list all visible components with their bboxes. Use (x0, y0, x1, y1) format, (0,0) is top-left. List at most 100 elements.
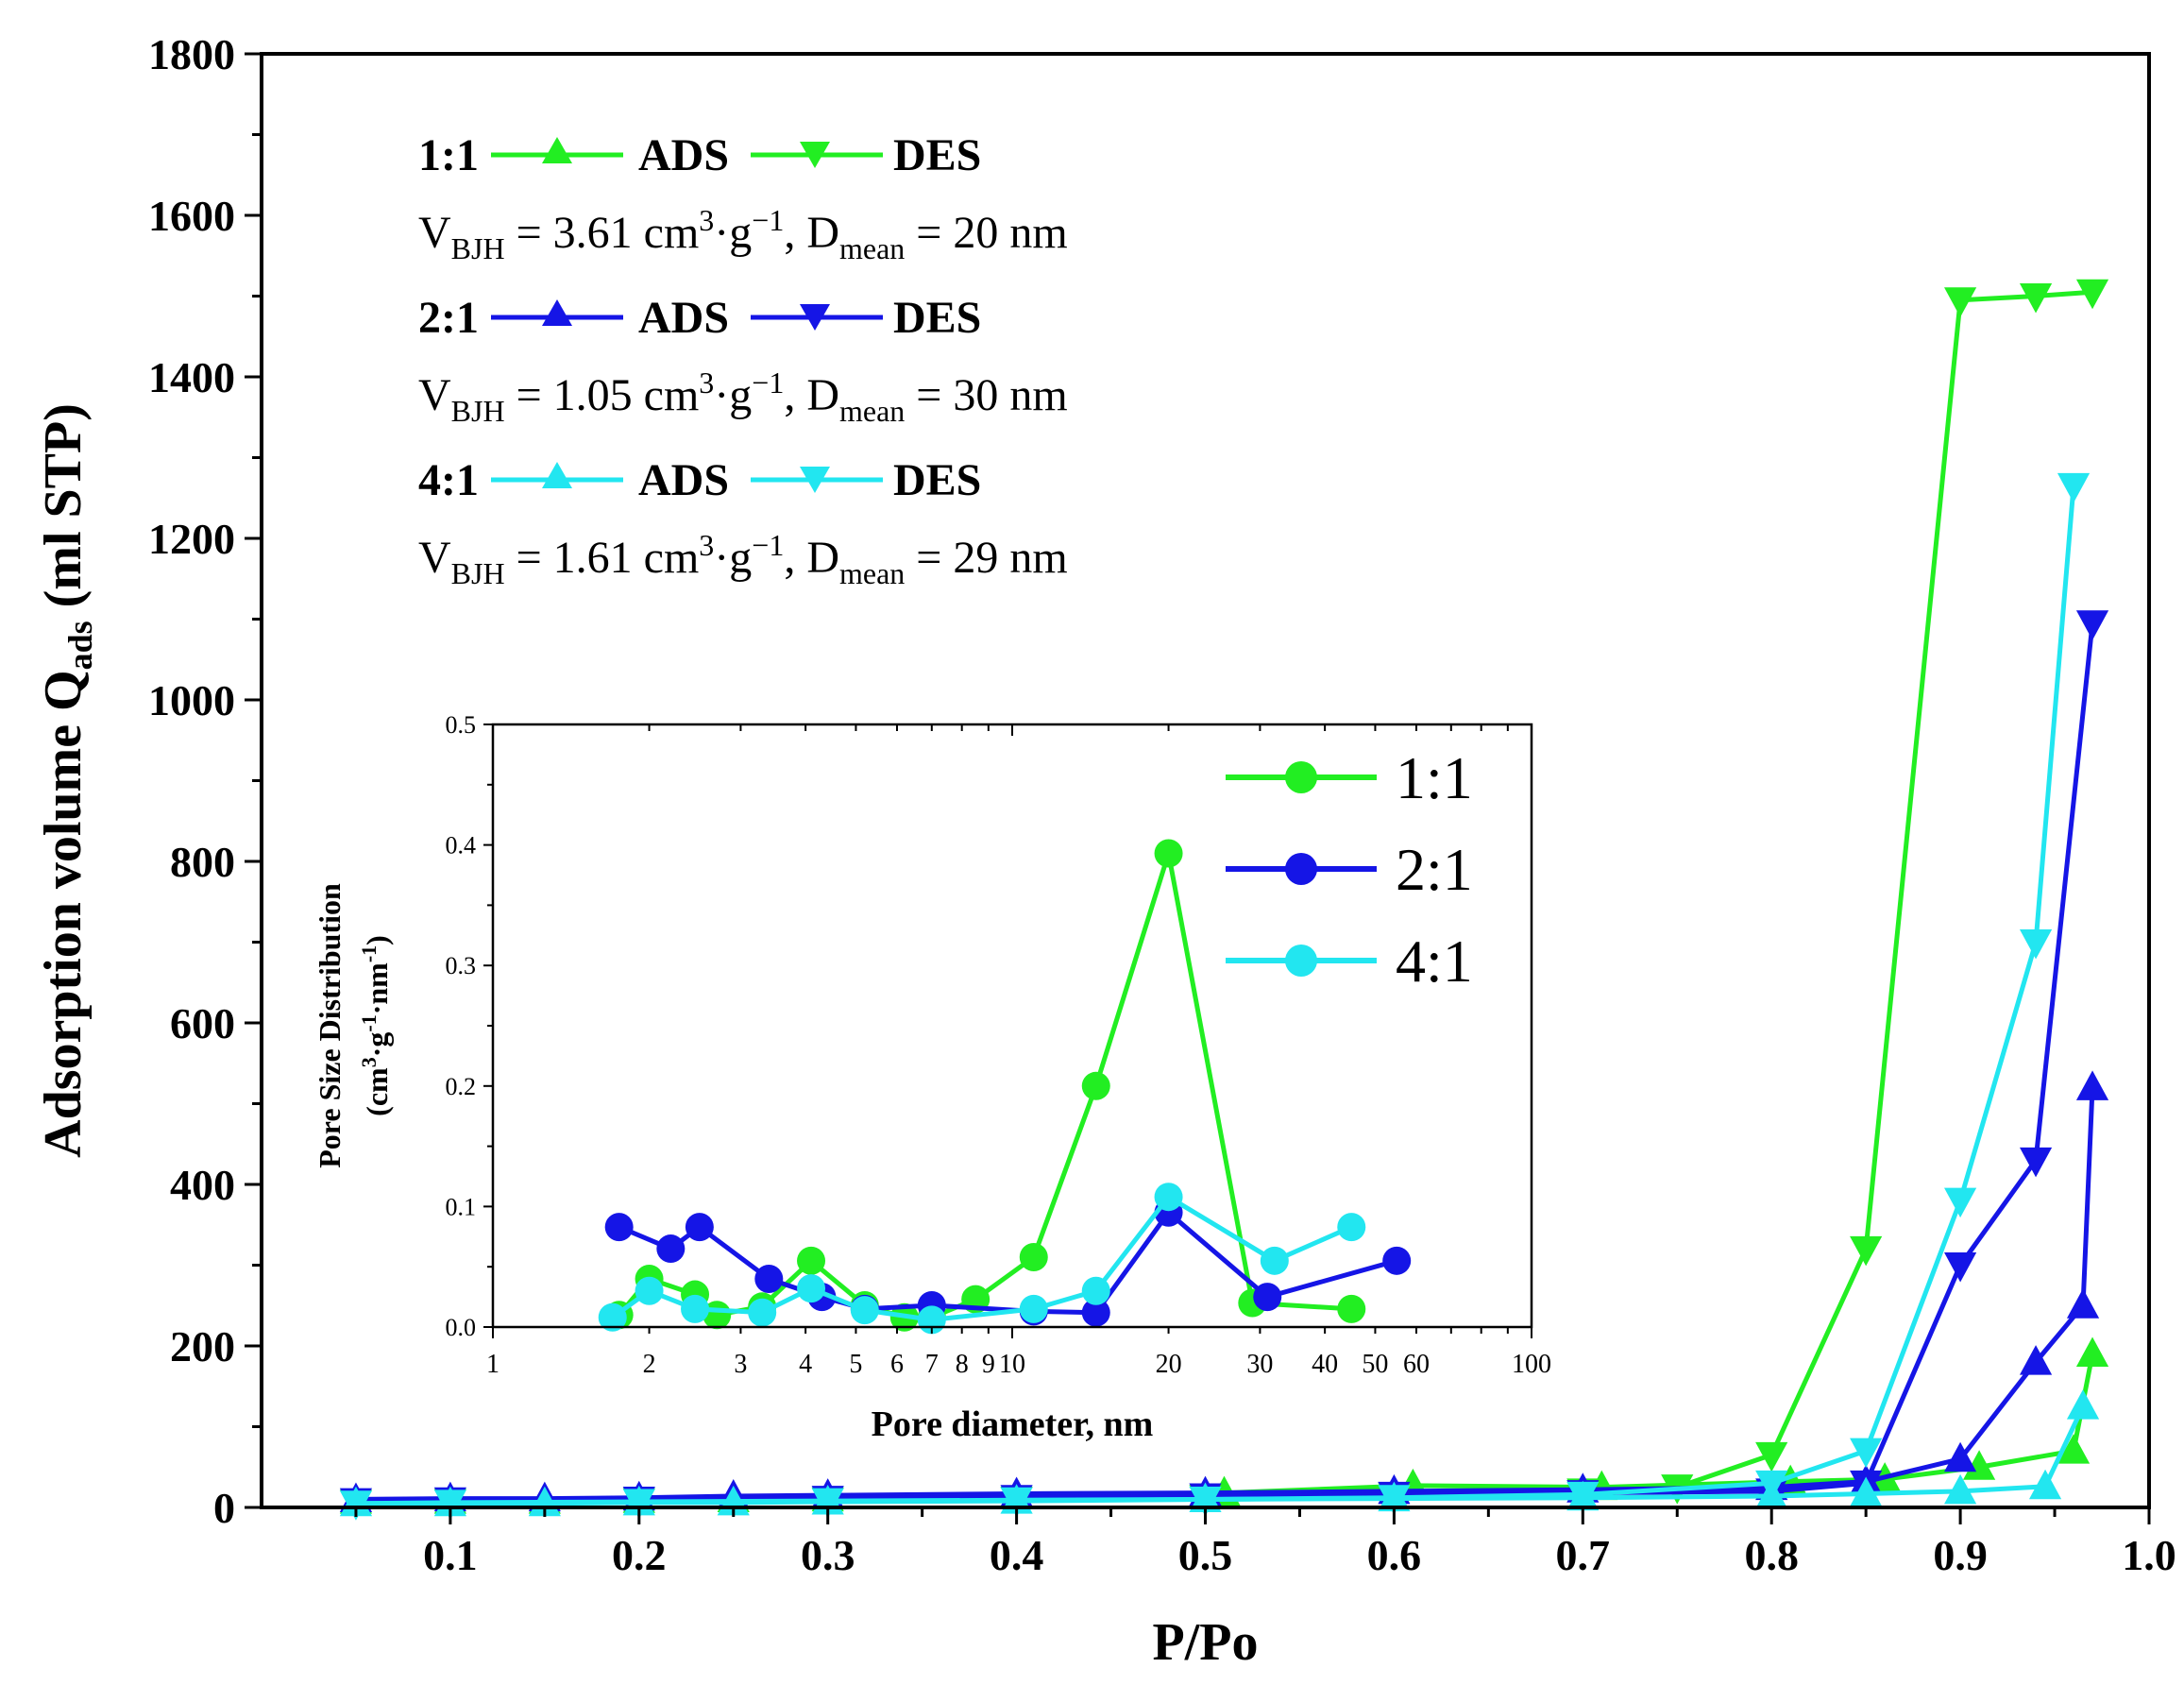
data-point (1755, 1470, 1788, 1501)
legend-sample-2-1: 2:1 (418, 293, 479, 343)
inset-x-axis: 1 2 3 4 5 6 7 8 9 10 20 30 40 50 60 100 (486, 724, 1551, 1379)
data-point (1019, 1294, 1048, 1323)
data-point (754, 1264, 784, 1293)
data-point (797, 1274, 826, 1303)
data-point (598, 1302, 627, 1332)
data-point (1154, 839, 1183, 868)
data-point (1382, 1246, 1412, 1275)
inset-y-axis-label-line2: (cm3·g-1·nm-1) (357, 935, 394, 1116)
main-y-axis-label-subscript: ads (61, 621, 99, 670)
inset-legend-label-2-1: 2:1 (1396, 836, 1473, 903)
annotation-1-1-v-mid: ·g (714, 208, 752, 258)
main-y-tick-label: 400 (170, 1161, 235, 1209)
annotation-2-1-v-value: = 1.05 cm (505, 370, 700, 420)
data-point (1850, 1438, 1883, 1469)
main-y-axis-label-unit: (ml STP) (34, 403, 93, 621)
data-point (604, 1213, 634, 1242)
inset-y-tick-label: 0.1 (446, 1193, 477, 1220)
main-x-tick-label: 0.1 (423, 1531, 478, 1579)
legend-marker-1-1-des (800, 142, 830, 168)
legend-label-1-1-ads: ADS (638, 130, 729, 180)
main-legend: 1:1 ADS DES VBJH = 3.61 cm3·g−1, Dmean =… (418, 130, 1068, 590)
annotation-4-1-v-mid: ·g (714, 533, 752, 583)
legend-label-2-1-des: DES (893, 293, 981, 343)
annotation-4-1-d-value: = 29 nm (905, 533, 1067, 583)
data-point (850, 1296, 879, 1325)
inset-ylabel-sup2: -1 (357, 1014, 381, 1031)
main-x-tick-label: 0.4 (990, 1531, 1044, 1579)
annotation-2-1-d-value: = 30 nm (905, 370, 1067, 420)
data-point (1566, 1481, 1600, 1512)
main-series-4-1-des (339, 472, 2091, 1521)
inset-x-tick-label: 3 (734, 1350, 747, 1379)
main-y-axis: 0 200 400 600 800 1000 1200 1400 1600 1800 (148, 30, 262, 1532)
data-point (811, 1488, 844, 1519)
annotation-4-1-v-sup2: −1 (752, 528, 784, 562)
inset-ylabel-part-a: (cm (360, 1067, 394, 1116)
main-x-tick-label: 0.5 (1178, 1531, 1233, 1579)
inset-ylabel-part-d: ) (360, 935, 394, 945)
legend-sample-1-1: 1:1 (418, 130, 479, 180)
inset-plot: 1 2 3 4 5 6 7 8 9 10 20 30 40 50 60 100 0.0 0.1 0.2 0.3 0.4… (313, 711, 1551, 1444)
annotation-1-1-v-sup2: −1 (752, 203, 784, 237)
data-point (1000, 1487, 1033, 1518)
inset-ylabel-part-b: ·g (360, 1032, 394, 1058)
inset-x-tick-label: 100 (1512, 1350, 1551, 1379)
data-point (2019, 1345, 2053, 1375)
inset-x-tick-label: 7 (925, 1350, 939, 1379)
inset-legend-marker-1-1 (1285, 761, 1317, 793)
annotation-1-1-v-sup: 3 (699, 203, 714, 237)
data-point (339, 1490, 373, 1521)
legend-label-2-1-ads: ADS (638, 293, 729, 343)
data-point (1189, 1486, 1222, 1517)
legend-label-4-1-des: DES (893, 455, 981, 505)
data-point (635, 1276, 664, 1305)
main-x-tick-label: 1.0 (2122, 1531, 2176, 1579)
main-y-tick-label: 200 (170, 1322, 235, 1370)
data-point (1154, 1183, 1183, 1212)
data-point (2019, 1147, 2053, 1178)
data-point (2075, 610, 2109, 640)
inset-x-tick-label: 10 (999, 1350, 1025, 1379)
data-point (2066, 1389, 2100, 1420)
data-point (1944, 1473, 1977, 1505)
inset-x-tick-label: 4 (799, 1350, 812, 1379)
inset-x-axis-label: Pore diameter, nm (872, 1404, 1154, 1444)
data-point (1081, 1298, 1110, 1327)
data-point (1081, 1276, 1110, 1305)
main-x-axis: 0.1 0.2 0.3 0.4 0.5 0.6 0.7 0.8 0.9 1.0 (354, 1507, 2176, 1579)
data-point (1081, 1071, 1110, 1100)
legend-marker-2-1-des (800, 304, 830, 331)
annotation-1-1-v-value: = 3.61 cm (505, 208, 700, 258)
annotation-2-1-v: V (418, 370, 451, 420)
main-y-tick-label: 1800 (148, 30, 235, 78)
data-point (1944, 1441, 1977, 1472)
annotation-1-1: VBJH = 3.61 cm3·g−1, Dmean = 20 nm (418, 203, 1068, 265)
main-y-tick-label: 1200 (148, 515, 235, 563)
annotation-2-1: VBJH = 1.05 cm3·g−1, Dmean = 30 nm (418, 366, 1068, 428)
inset-legend-label-1-1: 1:1 (1396, 744, 1473, 811)
annotation-1-1-d-value: = 20 nm (905, 208, 1067, 258)
main-x-axis-label: P/Po (1153, 1613, 1259, 1672)
legend-label-4-1-ads: ADS (638, 455, 729, 505)
inset-legend-marker-4-1 (1285, 945, 1317, 977)
inset-x-tick-label: 5 (849, 1350, 862, 1379)
annotation-4-1-v: V (418, 533, 451, 583)
annotation-4-1-v-sub: BJH (451, 556, 505, 590)
data-point (1755, 1441, 1788, 1472)
inset-x-tick-label: 30 (1246, 1350, 1273, 1379)
inset-y-tick-label: 0.5 (446, 711, 477, 739)
inset-y-tick-label: 0.3 (446, 952, 477, 979)
annotation-4-1: VBJH = 1.61 cm3·g−1, Dmean = 29 nm (418, 528, 1068, 590)
annotation-2-1-v-mid: ·g (714, 370, 752, 420)
main-x-tick-label: 0.2 (612, 1531, 667, 1579)
main-x-tick-label: 0.7 (1556, 1531, 1611, 1579)
annotation-2-1-v-sup2: −1 (752, 366, 784, 400)
inset-series-layer (598, 839, 1412, 1335)
inset-legend: 1:1 2:1 4:1 (1226, 744, 1473, 995)
main-x-tick-label: 0.3 (801, 1531, 855, 1579)
data-point (656, 1234, 686, 1264)
annotation-2-1-d: , D (784, 370, 839, 420)
data-point (2066, 1288, 2100, 1319)
